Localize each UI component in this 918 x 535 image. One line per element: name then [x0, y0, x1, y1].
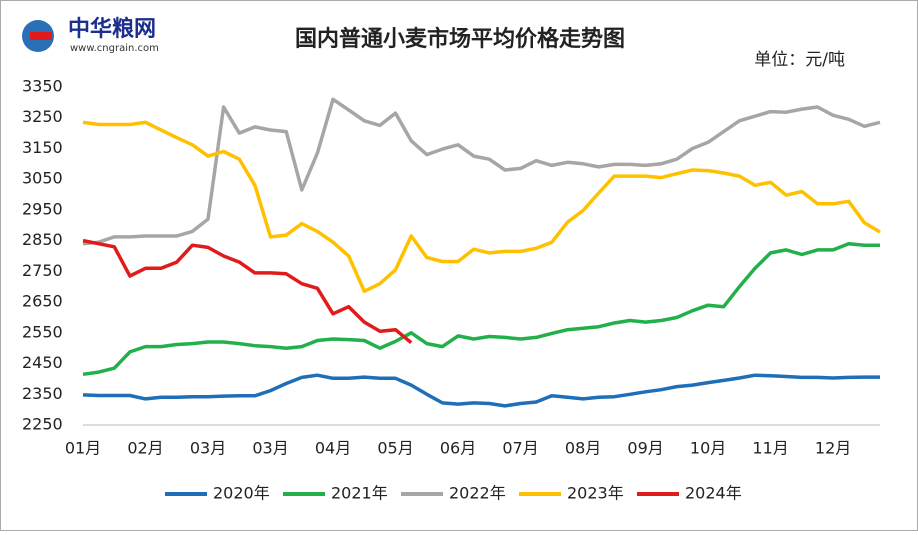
y-tick-label: 2250 — [22, 415, 63, 434]
y-tick-label: 2850 — [22, 230, 63, 249]
x-tick-label: 01月 — [65, 439, 101, 458]
x-tick-label: 08月 — [565, 439, 601, 458]
y-tick-label: 3350 — [22, 77, 63, 96]
series-line — [82, 120, 881, 294]
legend-label: 2021年 — [331, 484, 388, 503]
x-tick-label: 05月 — [377, 439, 413, 458]
unit-label: 单位：元/吨 — [754, 50, 845, 70]
y-tick-label: 2950 — [22, 199, 63, 218]
series-line — [82, 373, 880, 408]
legend-label: 2024年 — [685, 484, 742, 503]
y-tick-label: 2650 — [22, 292, 63, 311]
y-tick-label: 2750 — [22, 261, 63, 280]
legend-label: 2023年 — [567, 484, 624, 503]
x-tick-label: 04月 — [315, 439, 351, 458]
x-tick-label: 07月 — [502, 439, 538, 458]
logo: 中华粮网 www.cngrain.com — [22, 16, 159, 54]
logo-icon-bar — [30, 32, 52, 40]
chart-title: 国内普通小麦市场平均价格走势图 — [295, 26, 625, 52]
y-tick-label: 2450 — [22, 353, 63, 372]
y-tick-label: 3150 — [22, 138, 63, 157]
legend-label: 2022年 — [449, 484, 506, 503]
x-tick-label: 06月 — [440, 439, 476, 458]
legend-label: 2020年 — [213, 484, 270, 503]
series-line — [82, 97, 881, 246]
logo-url: www.cngrain.com — [70, 43, 159, 54]
x-tick-label: 12月 — [815, 439, 851, 458]
x-tick-label: 10月 — [690, 439, 726, 458]
x-tick-label: 11月 — [752, 439, 788, 458]
y-tick-label: 2550 — [22, 322, 63, 341]
y-tick-label: 3050 — [22, 169, 63, 188]
x-tick-label: 03月 — [252, 439, 288, 458]
y-tick-label: 3250 — [22, 107, 63, 126]
series-line — [82, 238, 413, 345]
x-tick-label: 03月 — [190, 439, 226, 458]
logo-name: 中华粮网 — [68, 16, 156, 42]
series-line — [82, 241, 880, 377]
x-tick-label: 09月 — [627, 439, 663, 458]
x-tick-label: 02月 — [127, 439, 163, 458]
y-tick-label: 2350 — [22, 384, 63, 403]
